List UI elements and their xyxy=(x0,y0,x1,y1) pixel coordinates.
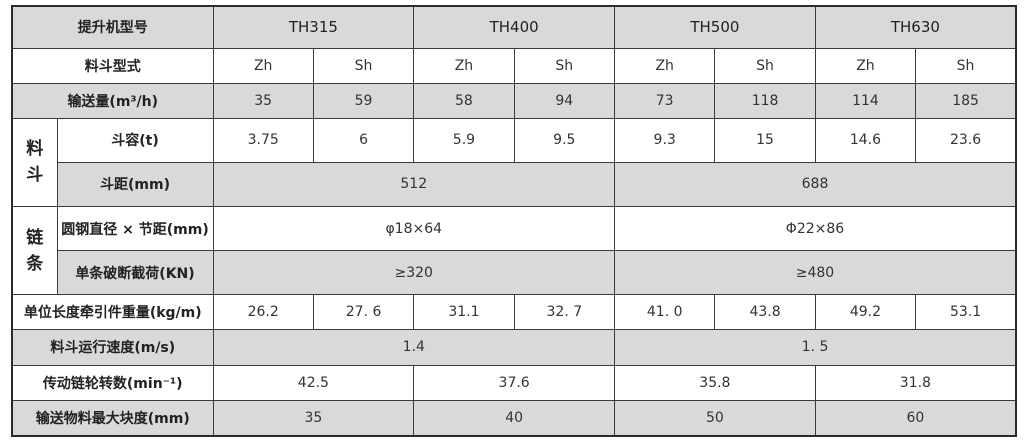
cell: Sh xyxy=(513,47,616,84)
elevator-spec-table: 提升机型号 TH315 TH400 TH500 TH630 料斗型式 Zh Sh… xyxy=(11,5,1017,437)
cell: Zh xyxy=(814,47,917,84)
model-th630: TH630 xyxy=(814,5,1017,49)
bucket-type-row: 料斗型式 Zh Sh Zh Sh Zh Sh Zh Sh xyxy=(11,47,1017,84)
max-lump-row: 输送物料最大块度(mm) 35 40 50 60 xyxy=(11,399,1017,437)
cell: 688 xyxy=(614,161,1017,208)
cell: 23.6 xyxy=(915,117,1017,163)
cell: 114 xyxy=(814,82,917,119)
cell: Sh xyxy=(714,47,816,84)
cell: Zh xyxy=(613,47,716,84)
row-label: 单位长度牵引件重量(kg/m) xyxy=(11,294,214,331)
row-label: 输送量(m³/h) xyxy=(11,82,214,119)
cell: 49.2 xyxy=(814,294,917,331)
cell: ≥320 xyxy=(212,250,615,296)
group-char: 条 xyxy=(26,253,44,274)
cell: Zh xyxy=(212,47,314,84)
cell: Sh xyxy=(312,47,415,84)
cell: 35.8 xyxy=(614,364,816,401)
cell: 1.4 xyxy=(212,329,615,366)
cell: 31.1 xyxy=(413,294,515,331)
cell: 3.75 xyxy=(212,117,314,163)
header-row: 提升机型号 TH315 TH400 TH500 TH630 xyxy=(11,5,1017,49)
group-char: 链 xyxy=(26,227,44,248)
bucket-pitch-row: 斗距(mm) 512 688 xyxy=(12,161,1017,208)
row-label: 料斗运行速度(m/s) xyxy=(11,329,214,366)
cell: 14.6 xyxy=(814,117,917,163)
group-char: 料 xyxy=(26,139,44,160)
cell: 53.1 xyxy=(915,294,1017,331)
row-label: 圆钢直径 × 节距(mm) xyxy=(56,205,214,252)
cell: Sh xyxy=(915,47,1017,84)
cell: 512 xyxy=(212,161,615,208)
group-char: 斗 xyxy=(26,165,44,186)
cell: 59 xyxy=(312,82,415,119)
row-label: 输送物料最大块度(mm) xyxy=(11,399,214,437)
model-th315: TH315 xyxy=(212,5,415,49)
bucket-group-label: 料 斗 xyxy=(11,117,58,208)
chain-size-row: 链 条 圆钢直径 × 节距(mm) φ18×64 Φ22×86 xyxy=(11,205,1017,296)
cell: 35 xyxy=(212,399,415,437)
cell: 5.9 xyxy=(413,117,515,163)
cell: 58 xyxy=(413,82,515,119)
sprocket-speed-row: 传动链轮转数(min⁻¹) 42.5 37.6 35.8 31.8 xyxy=(11,364,1017,401)
cell: 185 xyxy=(915,82,1017,119)
unit-weight-row: 单位长度牵引件重量(kg/m) 26.2 27. 6 31.1 32. 7 41… xyxy=(11,294,1017,331)
bucket-speed-row: 料斗运行速度(m/s) 1.4 1. 5 xyxy=(11,329,1017,366)
row-label: 单条破断截荷(KN) xyxy=(56,250,214,296)
cell: φ18×64 xyxy=(212,205,615,252)
cell: 9.3 xyxy=(613,117,716,163)
cell: 27. 6 xyxy=(312,294,415,331)
cell: 32. 7 xyxy=(513,294,616,331)
row-label: 料斗型式 xyxy=(11,47,214,84)
bucket-volume-row: 料 斗 斗容(t) 3.75 6 5.9 9.5 9.3 15 14.6 23.… xyxy=(11,117,1017,208)
cell: 43.8 xyxy=(714,294,816,331)
model-th400: TH400 xyxy=(413,5,615,49)
cell: Φ22×86 xyxy=(614,205,1017,252)
cell: 94 xyxy=(513,82,616,119)
cell: 35 xyxy=(212,82,314,119)
header-label: 提升机型号 xyxy=(11,5,214,49)
row-label: 传动链轮转数(min⁻¹) xyxy=(11,364,214,401)
cell: 9.5 xyxy=(513,117,616,163)
cell: 6 xyxy=(312,117,415,163)
cell: 50 xyxy=(614,399,816,437)
cell: Zh xyxy=(413,47,515,84)
cell: 15 xyxy=(714,117,816,163)
cell: 37.6 xyxy=(413,364,615,401)
cell: 42.5 xyxy=(212,364,415,401)
model-th500: TH500 xyxy=(614,5,816,49)
cell: 41. 0 xyxy=(613,294,716,331)
capacity-row: 输送量(m³/h) 35 59 58 94 73 118 114 185 xyxy=(11,82,1017,119)
row-label: 斗距(mm) xyxy=(56,161,214,208)
cell: 26.2 xyxy=(212,294,314,331)
cell: 73 xyxy=(613,82,716,119)
cell: ≥480 xyxy=(614,250,1017,296)
cell: 1. 5 xyxy=(614,329,1017,366)
chain-break-load-row: 单条破断截荷(KN) ≥320 ≥480 xyxy=(12,250,1017,296)
row-label: 斗容(t) xyxy=(56,117,214,163)
cell: 31.8 xyxy=(814,364,1017,401)
cell: 60 xyxy=(814,399,1017,437)
chain-group-label: 链 条 xyxy=(11,205,58,296)
cell: 40 xyxy=(413,399,615,437)
cell: 118 xyxy=(714,82,816,119)
